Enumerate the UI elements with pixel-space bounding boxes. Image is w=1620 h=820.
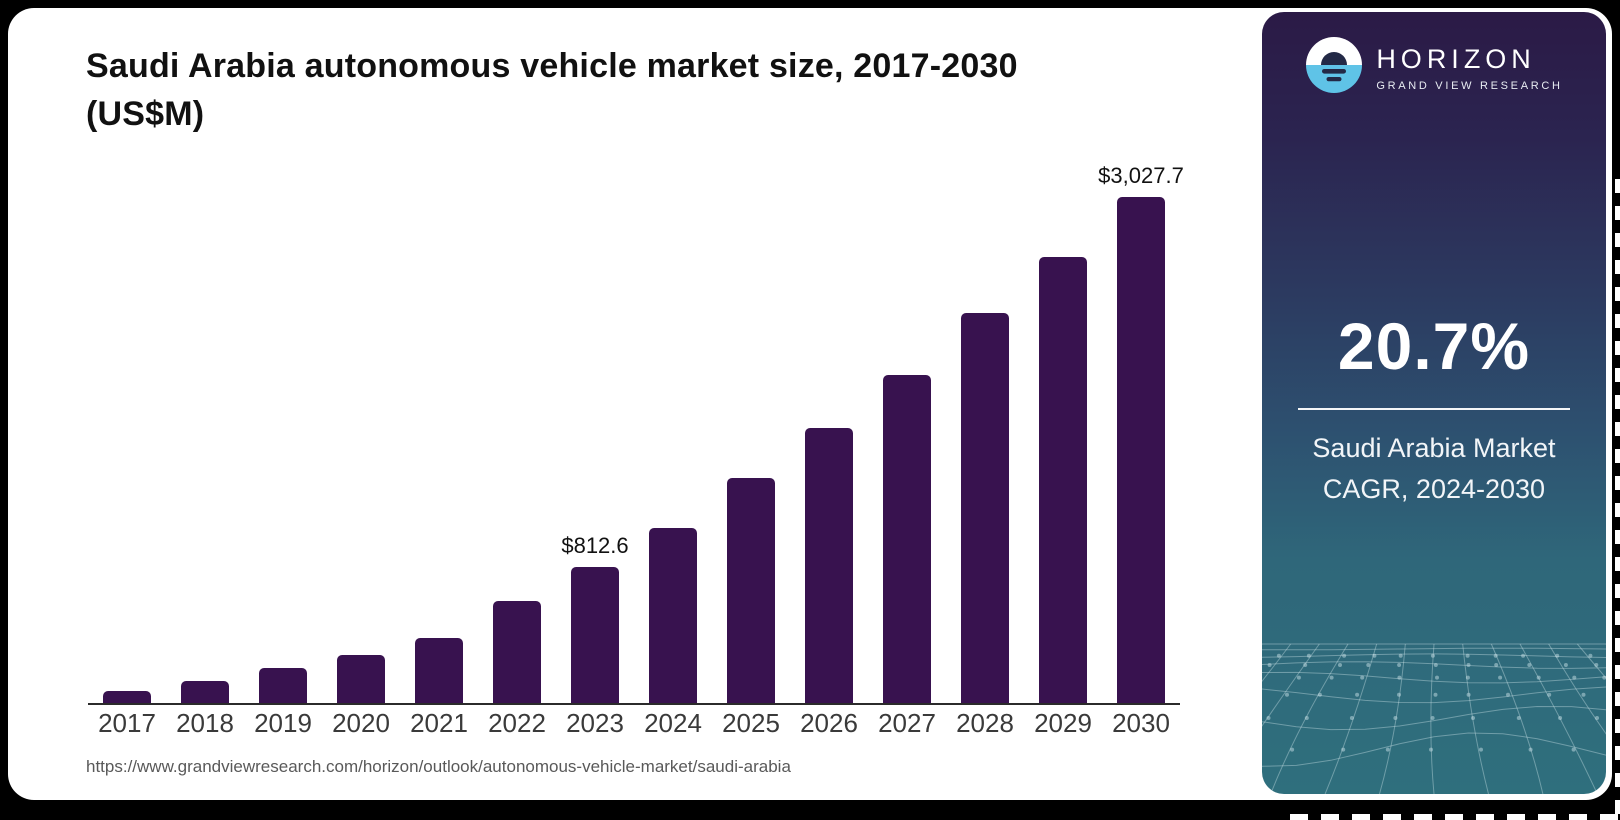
bar-2019: [259, 668, 307, 703]
x-tick-2027: 2027: [878, 708, 936, 738]
bar-column-2027: [868, 374, 946, 703]
x-tick-2021: 2021: [410, 708, 468, 738]
x-tick-2030: 2030: [1112, 708, 1170, 738]
cagr-caption: Saudi Arabia Market CAGR, 2024-2030: [1262, 428, 1606, 509]
x-tick-2025: 2025: [722, 708, 780, 738]
bar-value-2023: $812.6: [561, 533, 629, 559]
horizon-logo-text: HORIZON GRAND VIEW RESEARCH: [1376, 44, 1562, 92]
x-tick-2028: 2028: [956, 708, 1014, 738]
x-tick-2026: 2026: [800, 708, 858, 738]
bar-column-2029: [1024, 256, 1102, 703]
bar-column-2019: [244, 668, 322, 703]
bar-column-2030: $3,027.7: [1098, 163, 1184, 703]
bar-2020: [337, 655, 385, 703]
bar-2018: [181, 681, 229, 703]
bar-2030: $3,027.7: [1098, 163, 1184, 703]
cagr-divider: [1298, 408, 1570, 410]
bar-column-2023: $812.6: [556, 533, 634, 703]
mesh-pattern: [1262, 643, 1606, 794]
bar-2028: [961, 312, 1009, 703]
bar-column-2025: [712, 478, 790, 703]
mesh-wrap: [1262, 614, 1606, 794]
bar-2017: [103, 690, 151, 703]
bar-column-2026: [790, 428, 868, 703]
x-tick-2018: 2018: [176, 708, 234, 738]
bar-column-2017: [88, 690, 166, 703]
cagr-caption-line2: CAGR, 2024-2030: [1322, 473, 1546, 504]
bar-2027: [883, 374, 931, 703]
bar-column-2022: [478, 600, 556, 703]
bar-2022: [493, 600, 541, 703]
chart-title: Saudi Arabia autonomous vehicle market s…: [86, 42, 1106, 139]
x-tick-2019: 2019: [254, 708, 312, 738]
cagr-value: 20.7%: [1337, 309, 1531, 383]
source-url: https://www.grandviewresearch.com/horizo…: [86, 757, 791, 776]
bottom-edge-dashes: [1290, 814, 1620, 820]
x-tick-2022: 2022: [488, 708, 546, 738]
horizon-logo: HORIZON GRAND VIEW RESEARCH: [1262, 36, 1606, 99]
bar-2029: [1039, 256, 1087, 703]
bars-row: $812.6 $3,027.7: [88, 163, 1184, 705]
chart-title-line1: Saudi Arabia autonomous vehicle market s…: [86, 47, 1018, 85]
x-tick-2024: 2024: [644, 708, 702, 738]
logo-brand: HORIZON: [1376, 43, 1536, 74]
x-tick-2017: 2017: [98, 708, 156, 738]
bar-column-2028: [946, 312, 1024, 703]
bar-column-2018: [166, 681, 244, 703]
x-axis-labels: 2017 2018 2019 2020 2021 2022 2023 2024 2025 2026…: [88, 708, 1180, 739]
sidebar: HORIZON GRAND VIEW RESEARCH 20.7% Saudi …: [1262, 12, 1606, 794]
cagr-caption-line1: Saudi Arabia Market: [1312, 433, 1556, 463]
x-tick-2029: 2029: [1034, 708, 1092, 738]
x-tick-2023: 2023: [566, 708, 624, 738]
bar-column-2020: [322, 655, 400, 703]
bar-value-2030: $3,027.7: [1098, 163, 1184, 188]
bar-2021: [415, 638, 463, 703]
logo-subtitle: GRAND VIEW RESEARCH: [1376, 79, 1563, 92]
horizon-logo-icon: [1305, 36, 1363, 99]
bar-2025: [727, 478, 775, 703]
bar-column-2021: [400, 638, 478, 703]
x-tick-2020: 2020: [332, 708, 390, 738]
right-edge-dashes: [1615, 168, 1620, 814]
bar-2024: [649, 527, 697, 703]
chart-title-line2: (US$M): [86, 95, 205, 134]
bar-column-2024: [634, 527, 712, 703]
bar-2026: [805, 428, 853, 703]
cagr-block: 20.7% Saudi Arabia Market CAGR, 2024-203…: [1262, 308, 1606, 509]
bar-2023: $812.6: [561, 533, 629, 703]
